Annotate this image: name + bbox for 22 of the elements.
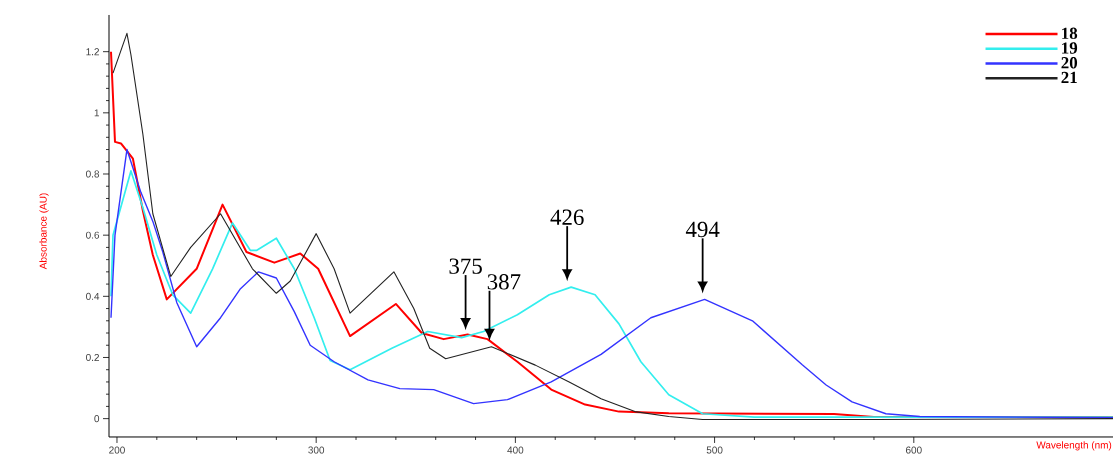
legend-label: 19 (1062, 42, 1078, 54)
y-tick-label: 1 (94, 109, 100, 117)
y-axis-title: Absorbance (AU) (39, 193, 49, 270)
y-tick-label: 0.8 (86, 170, 100, 178)
legend-label: 21 (1061, 71, 1077, 83)
x-axis-title: Wavelength (nm) (1036, 441, 1112, 451)
x-tick-label: 600 (905, 446, 922, 454)
y-tick-label: 1.2 (86, 48, 99, 56)
legend-label: 18 (1062, 27, 1078, 40)
y-tick-label: 0.4 (86, 292, 100, 300)
y-tick-label: 0.6 (86, 231, 100, 239)
y-tick-label: 0 (94, 415, 100, 423)
annotation: 387 (487, 274, 521, 290)
annotation: 426 (550, 209, 584, 225)
x-tick-label: 400 (507, 446, 524, 454)
annotation: 375 (449, 258, 482, 274)
x-tick-label: 200 (109, 446, 125, 454)
legend-label: 20 (1061, 57, 1078, 69)
annotation: 494 (685, 221, 720, 238)
y-tick-label: 0.2 (86, 353, 99, 361)
x-tick-label: 300 (308, 446, 325, 454)
x-tick-label: 500 (706, 446, 723, 454)
